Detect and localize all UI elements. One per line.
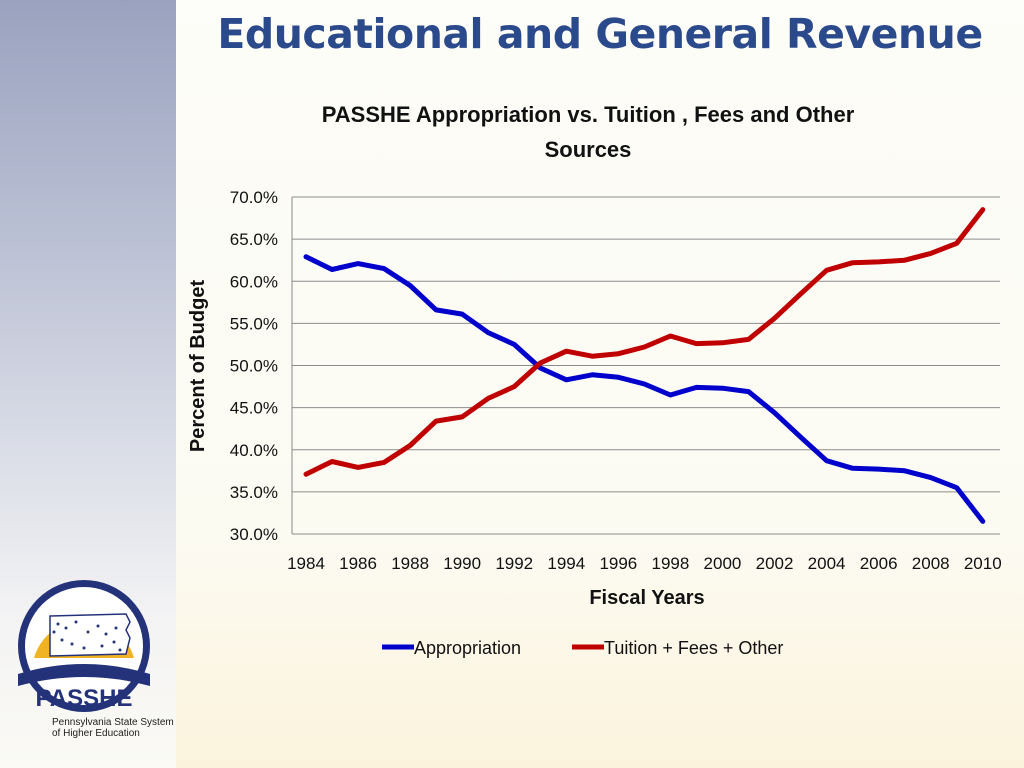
y-axis-label: Percent of Budget — [187, 280, 209, 453]
x-tick-label: 2002 — [756, 554, 794, 573]
logo-subtitle-line2: of Higher Education — [52, 728, 140, 739]
y-tick-label: 60.0% — [230, 272, 278, 291]
y-tick-label: 65.0% — [230, 230, 278, 249]
y-tick-label: 45.0% — [230, 399, 278, 418]
x-tick-labels: 1984 1986 1988 1990 1992 1994 1996 1998 2000 2002… — [287, 554, 1002, 573]
y-tick-label: 35.0% — [230, 483, 278, 502]
series-line-appropriation — [303, 254, 986, 524]
x-tick-label: 2000 — [704, 554, 742, 573]
y-tick-label: 70.0% — [230, 188, 278, 207]
x-tick-label: 2004 — [808, 554, 846, 573]
passhe-logo: PASSHE — [18, 580, 150, 712]
x-tick-label: 1990 — [443, 554, 481, 573]
slide-background — [176, 0, 1024, 768]
pennsylvania-map-icon — [49, 613, 131, 657]
chart-title-line2: Sources — [545, 137, 632, 162]
y-tick-label: 55.0% — [230, 314, 278, 333]
x-tick-label: 2008 — [912, 554, 950, 573]
x-tick-label: 2010 — [964, 554, 1002, 573]
grid-lines — [292, 196, 1000, 535]
y-tick-label: 30.0% — [230, 525, 278, 544]
series-line-tuition-fees-other — [303, 207, 986, 477]
x-tick-label: 1996 — [599, 554, 637, 573]
logo-wave — [18, 664, 150, 686]
x-tick-label: 1986 — [339, 554, 377, 573]
logo-subtitle: Pennsylvania State System of Higher Educ… — [52, 717, 174, 739]
x-tick-label: 1994 — [547, 554, 585, 573]
legend-label-appropriation: Appropriation — [414, 638, 521, 658]
x-axis-label: Fiscal Years — [589, 587, 704, 609]
slide-title: Educational and General Revenue — [217, 10, 983, 58]
chart-title-line1: PASSHE Appropriation vs. Tuition , Fees … — [322, 102, 855, 127]
logo-subtitle-line1: Pennsylvania State System — [52, 717, 174, 728]
y-tick-labels: 30.0% 35.0% 40.0% 45.0% 50.0% 55.0% 60.0% 65.0%… — [230, 188, 278, 544]
logo-wordmark: PASSHE — [36, 685, 133, 712]
x-tick-label: 1992 — [495, 554, 533, 573]
series-lines — [303, 207, 986, 524]
legend-label-tuition: Tuition + Fees + Other — [604, 638, 783, 658]
x-tick-label: 1998 — [651, 554, 689, 573]
y-tick-label: 50.0% — [230, 357, 278, 376]
legend: Appropriation Tuition + Fees + Other — [382, 638, 783, 658]
y-tick-label: 40.0% — [230, 441, 278, 460]
x-tick-label: 1984 — [287, 554, 325, 573]
campus-dots — [52, 620, 122, 652]
x-tick-label: 2006 — [860, 554, 898, 573]
x-tick-label: 1988 — [391, 554, 429, 573]
line-chart: PASSHE Appropriation vs. Tuition , Fees … — [187, 102, 1002, 658]
